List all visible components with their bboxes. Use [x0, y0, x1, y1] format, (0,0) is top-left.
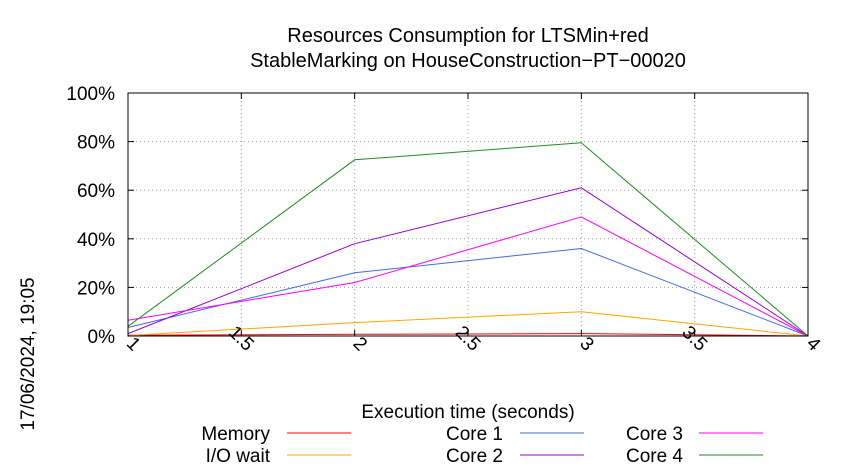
y-tick-label: 40%	[77, 230, 115, 251]
series-line-i-o-wait	[127, 311, 809, 337]
series-line-core-4	[127, 142, 809, 337]
y-tick-label: 0%	[88, 327, 116, 348]
series-line-core-2	[127, 187, 809, 337]
x-axis-label: Execution time (seconds)	[361, 402, 574, 423]
x-tick-label: 4	[802, 333, 825, 356]
legend-label-core-1: Core 1	[446, 424, 503, 445]
x-tick-labels: 1 1.5 2 2.5 3 3.5 4	[122, 322, 825, 356]
x-tick-label: 2.5	[451, 322, 485, 356]
y-tick-labels: 0% 20% 40% 60% 80% 100%	[66, 84, 115, 348]
legend-label-core-2: Core 2	[446, 446, 503, 467]
series-line-core-1	[127, 247, 809, 337]
y-tick-label: 20%	[77, 278, 115, 299]
y-tick-label: 80%	[77, 133, 115, 154]
x-tick-label: 3.5	[677, 322, 711, 356]
chart-title: Resources Consumption for LTSMin+red Sta…	[250, 25, 686, 72]
x-tick-label: 2	[349, 333, 371, 355]
chart-title-line-2: StableMarking on HouseConstruction−PT−00…	[250, 50, 686, 72]
chart-title-line-1: Resources Consumption for LTSMin+red	[287, 25, 648, 47]
series-lines	[127, 142, 809, 337]
legend-label-core-3: Core 3	[626, 424, 683, 445]
ticks	[127, 92, 809, 337]
timestamp: 17/06/2024, 19:05	[18, 277, 39, 430]
y-tick-label: 60%	[77, 181, 115, 202]
x-tick-label: 1.5	[224, 322, 258, 356]
series-line-core-3	[127, 216, 809, 337]
legend-label-i-o-wait: I/O wait	[206, 446, 271, 467]
x-tick-label: 1	[122, 333, 144, 355]
grid	[128, 93, 808, 336]
legend-label-memory: Memory	[201, 424, 270, 445]
x-tick-label: 3	[575, 333, 597, 355]
y-tick-label: 100%	[66, 84, 115, 105]
legend-label-core-4: Core 4	[626, 446, 683, 467]
